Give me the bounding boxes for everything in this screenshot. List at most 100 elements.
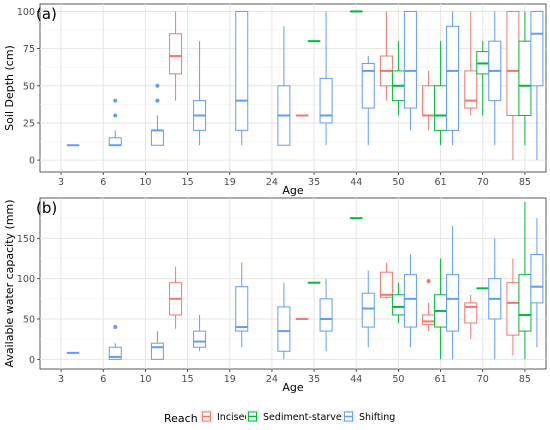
x-tick-label: 19 [224,374,236,385]
box-shifting-10 [150,331,164,360]
legend-label: Sediment-starved [263,412,348,423]
box-body [506,10,520,117]
box-body [319,77,333,124]
x-tick-label: 19 [224,177,236,188]
outlier-point [426,279,431,284]
box-shifting-85 [530,10,544,161]
outlier-point [155,98,160,103]
box-body [235,10,249,131]
box-body [403,274,417,328]
legend: Reach Incised Sediment-starved Shifting [164,410,395,425]
y-tick-label: 0 [29,156,35,167]
box-body [464,70,478,109]
outlier-point [113,98,118,103]
outlier-point [113,113,118,118]
box-body [464,302,478,324]
legend-title: Reach [164,412,198,425]
box-shifting-6 [108,98,122,147]
box-shifting-15 [193,314,207,352]
box-body [518,40,532,117]
box-shifting-85 [530,218,544,348]
box-incised-50 [379,262,393,299]
box-body [422,85,436,117]
box-shifting-50 [403,254,417,348]
x-tick-label: 85 [519,374,531,385]
box-body [193,330,207,348]
box-body [530,10,544,87]
x-tick-label: 50 [392,177,404,188]
x-tick-label: 15 [182,374,194,385]
box-shifting-15 [193,41,207,146]
y-tick-label: 75 [23,44,35,55]
y-tick-label: 150 [17,234,35,245]
box-incised-70 [464,294,478,340]
box-shifting-70 [488,11,502,146]
x-tick-label: 10 [139,374,151,385]
x-tick-label: 61 [435,177,447,188]
panel-label: (b) [36,199,57,217]
box-body [446,274,460,332]
panel-1: 0 50 100 150 3 6 10 15 19 24 35 44 50 61 70 85 (b) Age Ava… [3,197,547,394]
box-body [518,274,532,332]
x-tick-label: 85 [519,177,531,188]
legend-item-incised: Incised [200,410,251,423]
box-body [403,10,417,109]
y-tick-label: 50 [23,314,35,325]
y-tick-label: 25 [23,118,35,129]
box-body [506,282,520,336]
box-body [277,306,291,352]
x-tick-label: 70 [477,374,489,385]
box-shifting-24 [277,282,291,360]
y-tick-label: 50 [23,81,35,92]
x-tick-label: 10 [139,177,151,188]
box-body [361,62,375,109]
box-body [235,286,249,332]
x-tick-label: 44 [350,177,362,188]
legend-label: Shifting [359,412,395,423]
x-tick-label: 3 [58,374,64,385]
legend-item-shifting: Shifting [342,410,395,423]
box-body [422,314,436,326]
legend-label: Incised [217,412,251,423]
box-shifting-70 [488,238,502,360]
box-incised-61 [422,279,436,332]
y-axis-title: Soil Depth (cm) [3,45,16,131]
box-shifting-50 [403,10,417,131]
box-shifting-19 [235,10,249,146]
box-body [446,25,460,131]
box-body [361,292,375,328]
x-tick-label: 50 [392,374,404,385]
x-tick-label: 35 [308,177,320,188]
y-axis-title: Available water capacity (mm) [3,199,16,367]
box-shifting-61 [446,226,460,360]
box-body [391,294,405,316]
box-body [108,137,122,146]
box-body [530,253,544,304]
y-tick-label: 0 [29,355,35,366]
box-sediment-starved-61 [434,41,448,146]
box-incised-15 [169,266,183,329]
y-tick-label: 100 [17,7,35,18]
box-shifting-6 [108,325,122,360]
box-body [150,129,164,146]
outlier-point [155,83,160,88]
x-tick-label: 6 [100,177,106,188]
box-incised-15 [169,11,183,101]
x-tick-label: 24 [266,177,278,188]
panel-background [39,197,547,370]
box-body [169,33,183,75]
box-shifting-35 [319,11,333,146]
panel-0: 0 25 50 75 100 3 6 10 15 19 24 35 44 50 61 70 85 (a) Age So… [3,3,547,197]
box-incised-50 [379,11,393,101]
x-axis-title: Age [282,381,304,394]
x-tick-label: 3 [58,177,64,188]
box-shifting-61 [446,11,460,146]
box-shifting-10 [150,83,164,146]
box-shifting-44 [361,56,375,146]
y-tick-label: 100 [17,274,35,285]
box-incised-70 [464,11,478,116]
x-axis-title: Age [282,184,304,197]
box-sediment-starved-85 [518,202,532,360]
x-tick-label: 35 [308,374,320,385]
